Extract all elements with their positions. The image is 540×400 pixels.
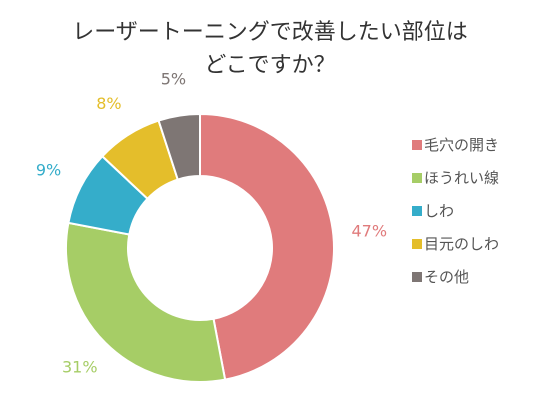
data-label-4: 8% bbox=[96, 94, 121, 113]
donut-slice-2 bbox=[65, 221, 227, 383]
legend-item-4: 目元のしわ bbox=[412, 227, 499, 260]
data-label-1: 47% bbox=[351, 222, 387, 241]
data-label-5: 5% bbox=[161, 70, 186, 89]
donut-slice-5 bbox=[157, 112, 201, 181]
legend-item-3: しわ bbox=[412, 194, 499, 227]
chart-legend: 毛穴の開きほうれい線しわ目元のしわその他 bbox=[412, 128, 499, 293]
legend-item-2: ほうれい線 bbox=[412, 161, 499, 194]
legend-swatch-3 bbox=[412, 205, 422, 216]
data-label-3: 9% bbox=[36, 160, 61, 179]
legend-label-4: 目元のしわ bbox=[424, 235, 500, 253]
legend-label-1: 毛穴の開き bbox=[424, 136, 500, 154]
legend-item-5: その他 bbox=[412, 260, 499, 293]
legend-swatch-1 bbox=[412, 139, 422, 150]
chart-title-line-2: どこですか？ bbox=[204, 53, 336, 78]
legend-swatch-2 bbox=[412, 172, 422, 183]
legend-label-3: しわ bbox=[424, 202, 455, 220]
data-label-2: 31% bbox=[62, 358, 98, 377]
legend-label-5: その他 bbox=[424, 268, 470, 286]
legend-label-2: ほうれい線 bbox=[424, 169, 500, 187]
legend-item-1: 毛穴の開き bbox=[412, 128, 499, 161]
donut-slice-1 bbox=[199, 112, 335, 381]
legend-swatch-5 bbox=[412, 271, 422, 282]
legend-swatch-4 bbox=[412, 238, 422, 249]
chart-title-line-1: レーザートーニングで改善したい部位は bbox=[72, 20, 468, 45]
